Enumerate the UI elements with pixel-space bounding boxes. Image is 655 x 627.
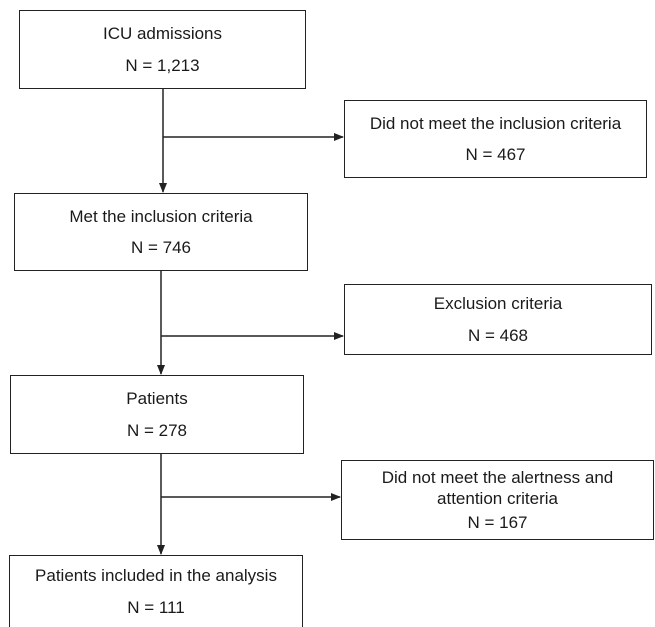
box-label: Did not meet the alertness and attention… — [381, 468, 614, 509]
box-not-meet-inclusion: Did not meet the inclusion criteria N = … — [344, 100, 647, 178]
box-label: Did not meet the inclusion criteria — [369, 113, 622, 133]
box-label: Exclusion criteria — [433, 294, 563, 314]
box-met-inclusion: Met the inclusion criteria N = 746 — [14, 193, 308, 271]
box-count: N = 167 — [467, 512, 528, 532]
box-count: N = 278 — [126, 420, 187, 440]
box-included-in-analysis: Patients included in the analysis N = 11… — [9, 555, 303, 627]
box-count: N = 1,213 — [125, 55, 200, 75]
box-label: Patients — [126, 389, 188, 409]
box-label: Met the inclusion criteria — [69, 206, 253, 226]
box-count: N = 746 — [130, 238, 191, 257]
box-count: N = 111 — [127, 597, 185, 617]
box-exclusion-criteria: Exclusion criteria N = 468 — [344, 284, 652, 355]
box-count: N = 468 — [467, 325, 528, 345]
box-count: N = 467 — [465, 145, 526, 164]
box-not-meet-alertness: Did not meet the alertness and attention… — [341, 460, 654, 540]
box-icu-admissions: ICU admissions N = 1,213 — [19, 10, 306, 89]
box-patients: Patients N = 278 — [10, 375, 304, 454]
box-label: ICU admissions — [102, 24, 223, 44]
box-label: Patients included in the analysis — [35, 566, 277, 586]
